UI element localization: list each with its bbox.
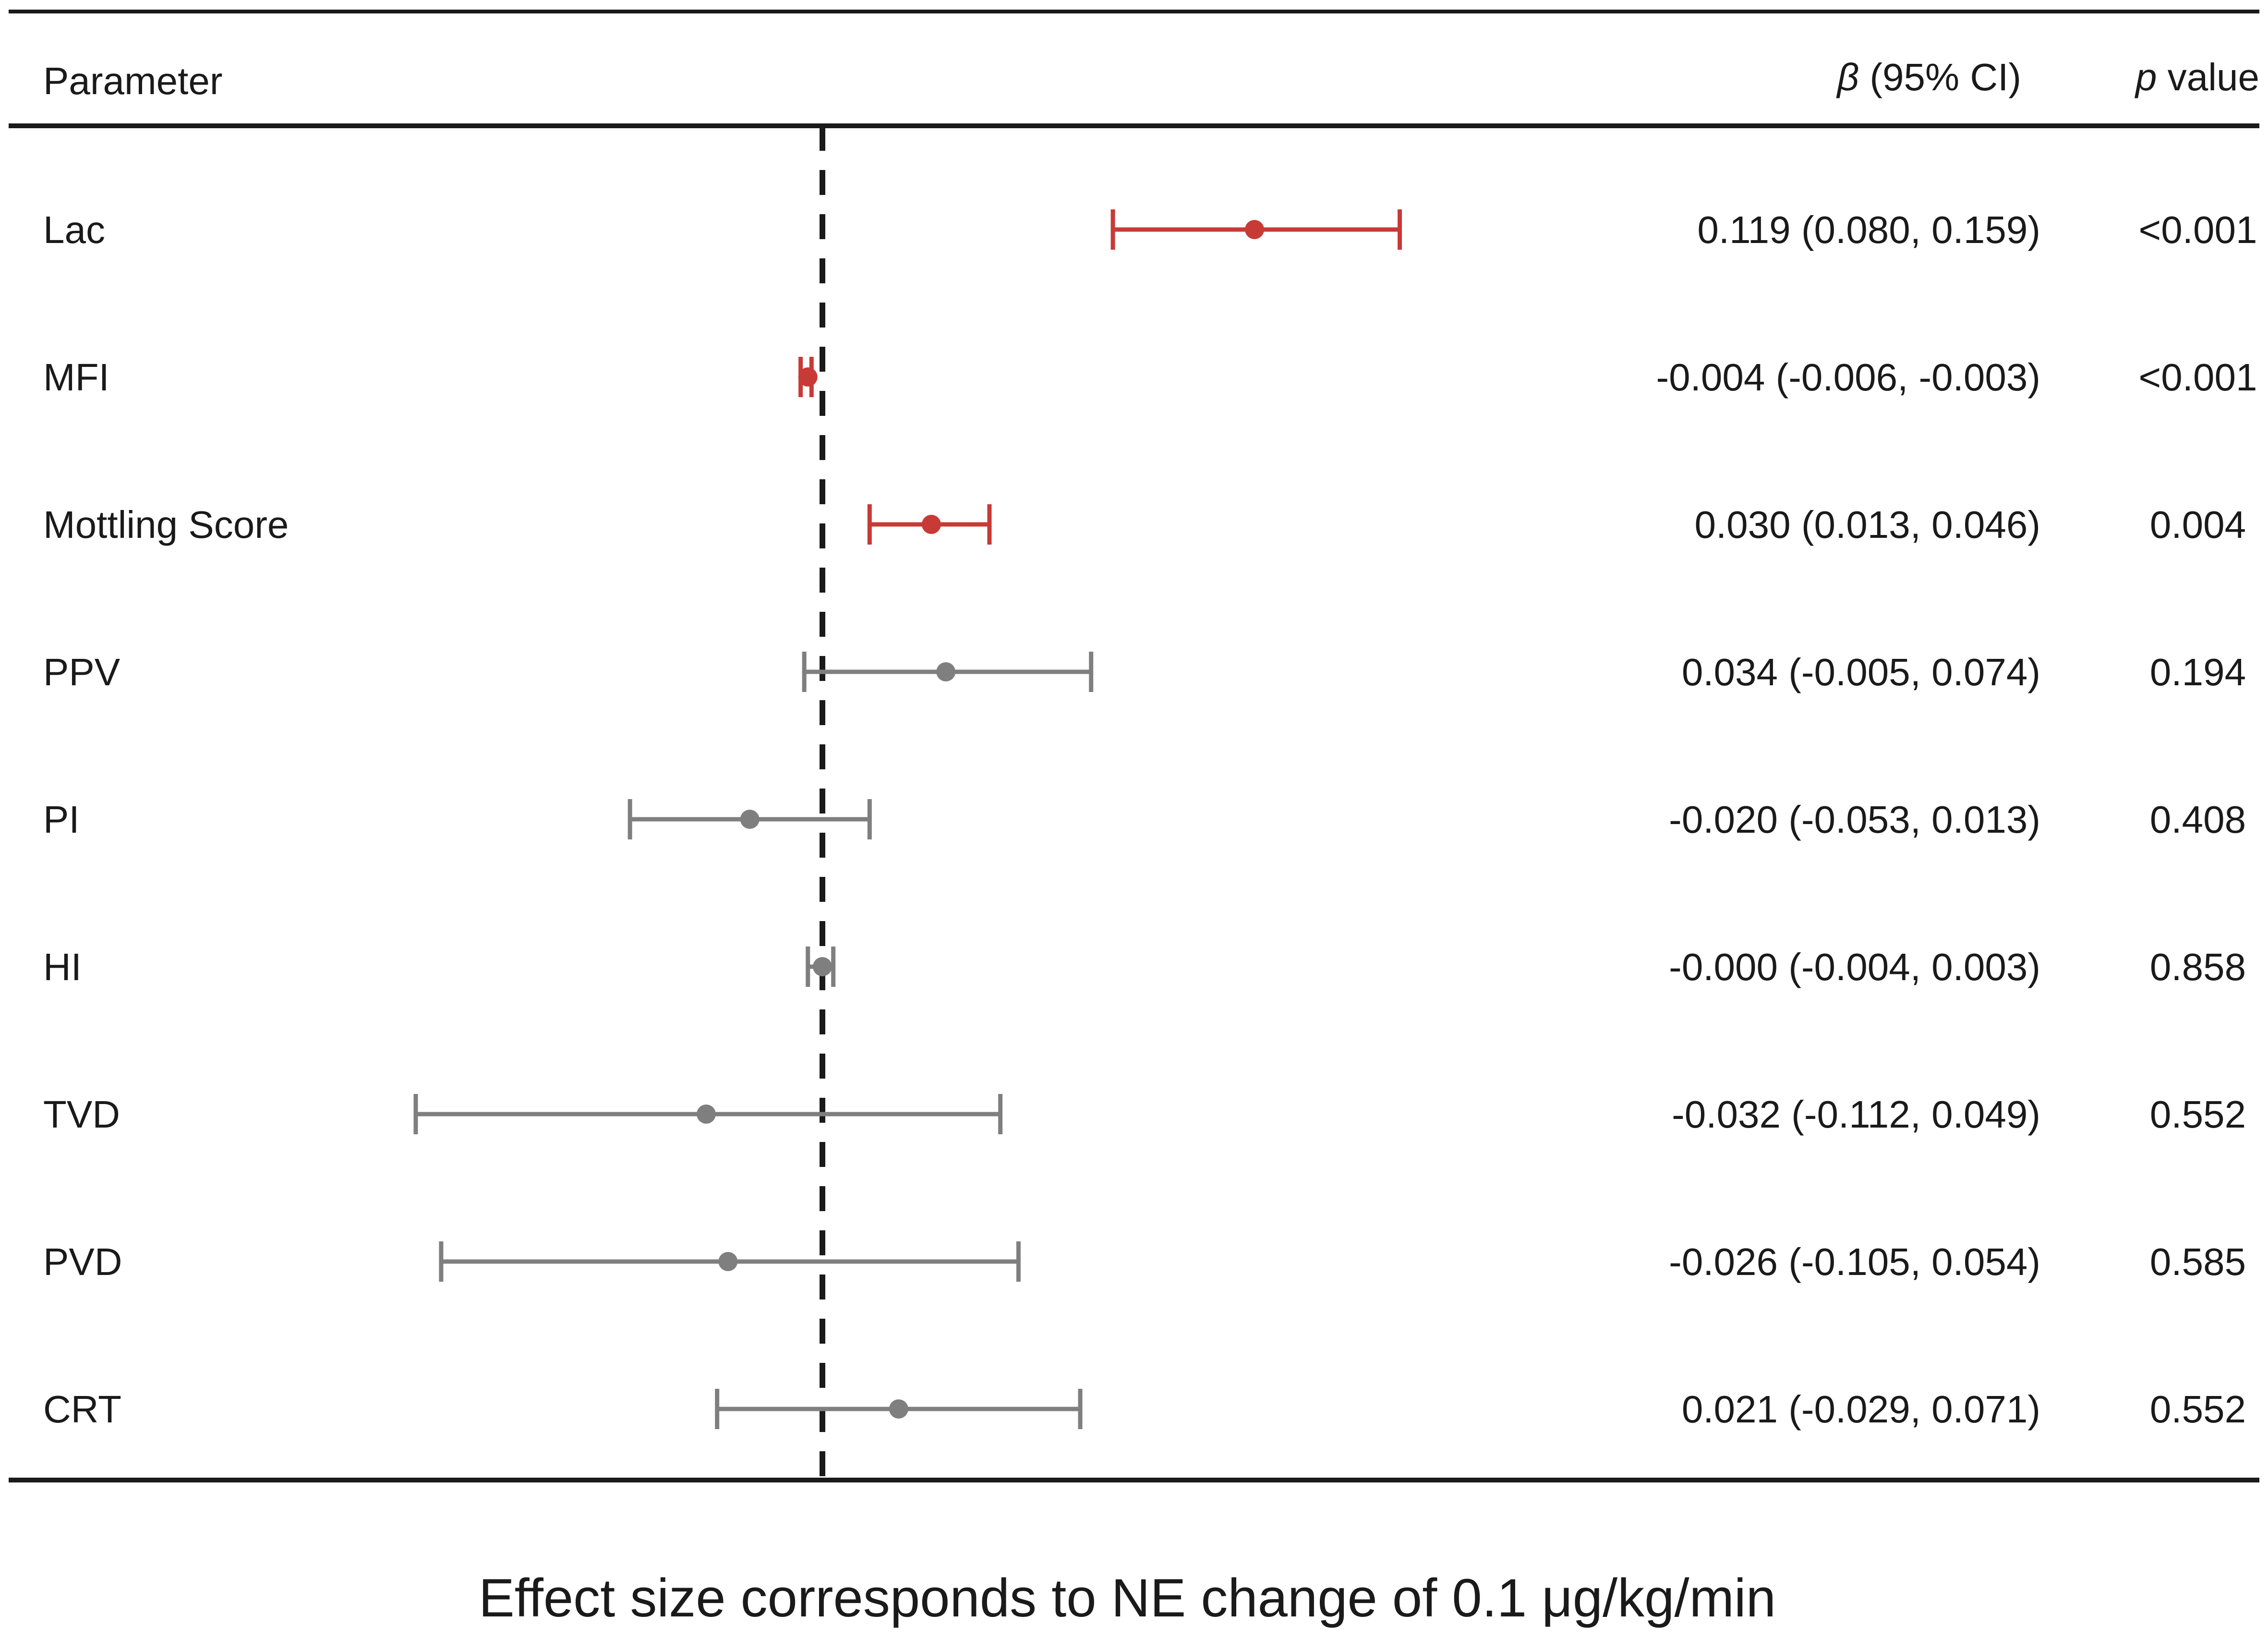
p-value-crt: 0.552 (2150, 1388, 2246, 1431)
row-label-pi: PI (43, 798, 80, 841)
header-parameter: Parameter (43, 60, 222, 102)
ci-text-crt: 0.021 (-0.029, 0.071) (1682, 1388, 2040, 1431)
row-label-hi: HI (43, 946, 82, 988)
header-beta-ci: β (95% CI) (1836, 56, 2021, 98)
ci-text-lac: 0.119 (0.080, 0.159) (1697, 208, 2040, 251)
p-value-hi: 0.858 (2150, 946, 2246, 988)
point-estimate-mfi (798, 367, 818, 387)
ci-text-mfi: -0.004 (-0.006, -0.003) (1656, 356, 2040, 399)
row-label-mottling-score: Mottling Score (43, 503, 289, 546)
p-value-tvd: 0.552 (2150, 1093, 2246, 1136)
p-value-pi: 0.408 (2150, 798, 2246, 841)
row-label-mfi: MFI (43, 356, 109, 399)
point-estimate-pvd (718, 1252, 738, 1271)
forest-rows: Lac 0.119 (0.080, 0.159) <0.001 MFI -0.004 (… (43, 208, 2257, 1431)
point-estimate-pi (740, 810, 760, 829)
header-beta-symbol: β (1836, 56, 1859, 98)
row-label-lac: Lac (43, 208, 105, 251)
ci-text-pvd: -0.026 (-0.105, 0.054) (1669, 1240, 2040, 1283)
row-label-pvd: PVD (43, 1240, 122, 1283)
ci-text-mottling-score: 0.030 (0.013, 0.046) (1694, 503, 2040, 546)
row-label-crt: CRT (43, 1388, 121, 1431)
ci-text-ppv: 0.034 (-0.005, 0.074) (1682, 651, 2040, 693)
point-estimate-crt (889, 1399, 908, 1419)
point-estimate-tvd (696, 1105, 716, 1124)
point-estimate-mottling-score (921, 515, 941, 534)
header-p-value: p value (2135, 56, 2259, 98)
point-estimate-ppv (936, 662, 956, 681)
p-value-ppv: 0.194 (2150, 651, 2246, 693)
ci-text-hi: -0.000 (-0.004, 0.003) (1669, 946, 2040, 988)
p-value-mottling-score: 0.004 (2150, 503, 2246, 546)
p-value-lac: <0.001 (2139, 208, 2257, 251)
ci-text-tvd: -0.032 (-0.112, 0.049) (1672, 1093, 2040, 1136)
row-label-tvd: TVD (43, 1093, 120, 1136)
header-p-rest: value (2157, 56, 2259, 98)
point-estimate-hi (813, 957, 832, 976)
row-label-ppv: PPV (43, 651, 121, 693)
ci-text-pi: -0.020 (-0.053, 0.013) (1669, 798, 2040, 841)
point-estimate-lac (1244, 220, 1264, 239)
p-value-mfi: <0.001 (2139, 356, 2257, 399)
x-axis-caption: Effect size corresponds to NE change of … (479, 1568, 1776, 1628)
header-p-symbol: p (2135, 56, 2157, 98)
header-beta-rest: (95% CI) (1859, 56, 2021, 98)
p-value-pvd: 0.585 (2150, 1240, 2246, 1283)
